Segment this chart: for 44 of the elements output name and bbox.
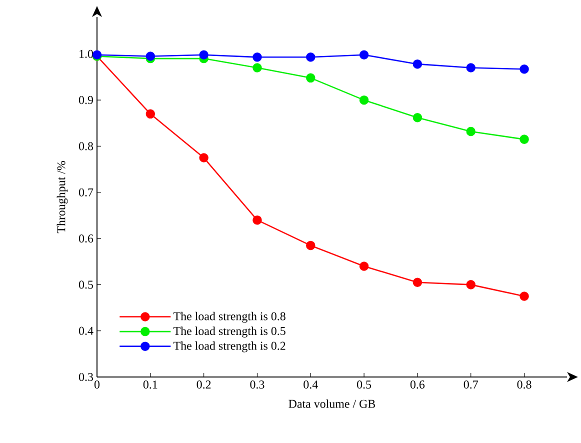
point xyxy=(359,262,369,271)
x-tick-label: 0.2 xyxy=(196,380,211,389)
x-tick-label: 0.3 xyxy=(250,380,264,389)
y-tick-label: 0.8 xyxy=(78,142,94,150)
point xyxy=(359,50,369,60)
point xyxy=(412,278,422,288)
point xyxy=(199,50,208,60)
x-tick-label: 0.1 xyxy=(143,380,158,389)
point xyxy=(306,240,316,250)
y-tick-label: 0.3 xyxy=(78,372,94,382)
legend-label: The load strength is 0.5 xyxy=(174,326,286,338)
x-tick-label: 0.5 xyxy=(357,380,372,389)
point xyxy=(520,292,529,301)
x-axis-title: Data volume / GB xyxy=(288,399,376,408)
x-tick-label: 0.7 xyxy=(464,380,478,389)
point xyxy=(146,52,156,61)
y-tick-label: 1.0 xyxy=(80,50,94,58)
point xyxy=(520,134,529,144)
x-tick-label: 0.8 xyxy=(517,380,532,389)
point xyxy=(359,95,369,105)
y-tick-label: 0.4 xyxy=(78,326,94,335)
legend-label: The load strength is 0.2 xyxy=(174,341,286,352)
legend-label: The load strength is 0.8 xyxy=(174,312,286,323)
point xyxy=(199,153,208,162)
point xyxy=(466,63,476,72)
x-tick-label: 0 xyxy=(94,380,100,389)
point xyxy=(412,59,422,69)
y-tick-label: 0.6 xyxy=(78,234,94,243)
y-tick-label: 0.9 xyxy=(78,96,93,104)
y-tick-label: 0.5 xyxy=(78,280,94,289)
point xyxy=(306,52,316,62)
y-axis-title: Throughput /% xyxy=(56,161,68,234)
point xyxy=(306,73,316,83)
point xyxy=(252,63,262,72)
point xyxy=(466,126,476,136)
point xyxy=(252,52,262,62)
point xyxy=(466,280,476,290)
point xyxy=(146,109,156,119)
point xyxy=(520,64,529,74)
x-tick-label: 0.6 xyxy=(410,380,425,389)
y-tick-label: 0.7 xyxy=(78,188,94,196)
point xyxy=(252,215,262,225)
x-tick-label: 0.4 xyxy=(304,380,318,389)
point xyxy=(412,112,422,122)
